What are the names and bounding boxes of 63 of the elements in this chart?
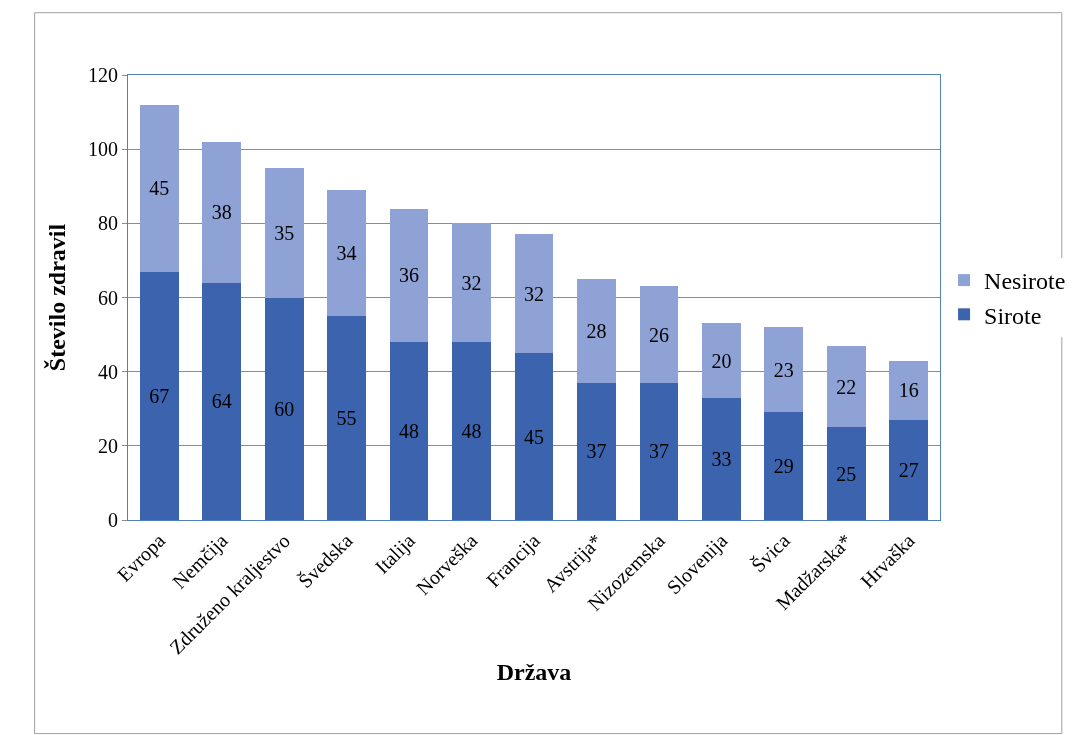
data-label: 60 xyxy=(274,397,295,420)
data-label: 48 xyxy=(461,420,482,442)
bar xyxy=(764,327,804,413)
data-label: 67 xyxy=(149,384,170,407)
bar xyxy=(639,382,679,520)
bar xyxy=(826,345,866,428)
legend-label: Nesirote xyxy=(984,268,1066,295)
data-label: 33 xyxy=(711,447,732,470)
bar xyxy=(639,286,679,383)
data-label: 25 xyxy=(836,462,857,485)
data-label: 27 xyxy=(898,458,919,481)
bar xyxy=(514,234,554,354)
bar xyxy=(452,223,491,342)
y-tick-label: 60 xyxy=(98,286,118,309)
data-label: 37 xyxy=(648,440,669,463)
bar xyxy=(826,427,866,520)
y-axis-title: Število zdravil xyxy=(44,223,71,372)
y-tick-label: 20 xyxy=(98,434,118,457)
y-tick-label: 0 xyxy=(108,509,118,531)
bar xyxy=(202,141,242,283)
data-label: 28 xyxy=(586,319,607,342)
data-label: 37 xyxy=(586,440,607,463)
bar xyxy=(202,282,242,520)
bar xyxy=(389,208,429,342)
bar xyxy=(577,382,616,520)
bar xyxy=(327,316,366,520)
bar xyxy=(452,342,491,520)
bar xyxy=(514,353,554,520)
data-label: 48 xyxy=(399,420,420,442)
bar xyxy=(889,360,929,420)
data-label: 36 xyxy=(399,264,420,287)
y-tick-label: 40 xyxy=(98,360,118,383)
data-label: 32 xyxy=(524,282,544,305)
x-axis-title: Država xyxy=(496,659,572,686)
data-label: 35 xyxy=(274,221,295,244)
bar xyxy=(389,342,429,520)
bar xyxy=(264,167,304,298)
data-label: 23 xyxy=(773,358,794,381)
bar xyxy=(577,278,616,383)
y-tick-label: 80 xyxy=(98,212,118,235)
bar xyxy=(702,397,741,520)
bar xyxy=(764,412,804,520)
bar xyxy=(889,419,929,520)
data-label: 45 xyxy=(149,177,170,200)
data-label: 22 xyxy=(836,375,857,398)
data-label: 55 xyxy=(336,407,357,430)
data-label: 26 xyxy=(648,323,669,346)
data-label: 45 xyxy=(524,425,544,448)
data-label: 29 xyxy=(773,455,794,478)
bar xyxy=(327,189,366,317)
data-label: 34 xyxy=(336,242,357,264)
bar xyxy=(139,271,179,520)
data-label: 16 xyxy=(898,379,919,402)
y-tick-label: 100 xyxy=(88,138,118,161)
bar xyxy=(702,323,741,398)
legend-label: Sirote xyxy=(984,302,1042,329)
bar xyxy=(264,297,304,520)
bar xyxy=(139,104,179,272)
data-label: 32 xyxy=(461,271,482,294)
data-label: 20 xyxy=(711,349,732,372)
data-label: 64 xyxy=(211,390,232,413)
data-label: 38 xyxy=(211,201,232,224)
y-tick-label: 120 xyxy=(88,64,118,86)
